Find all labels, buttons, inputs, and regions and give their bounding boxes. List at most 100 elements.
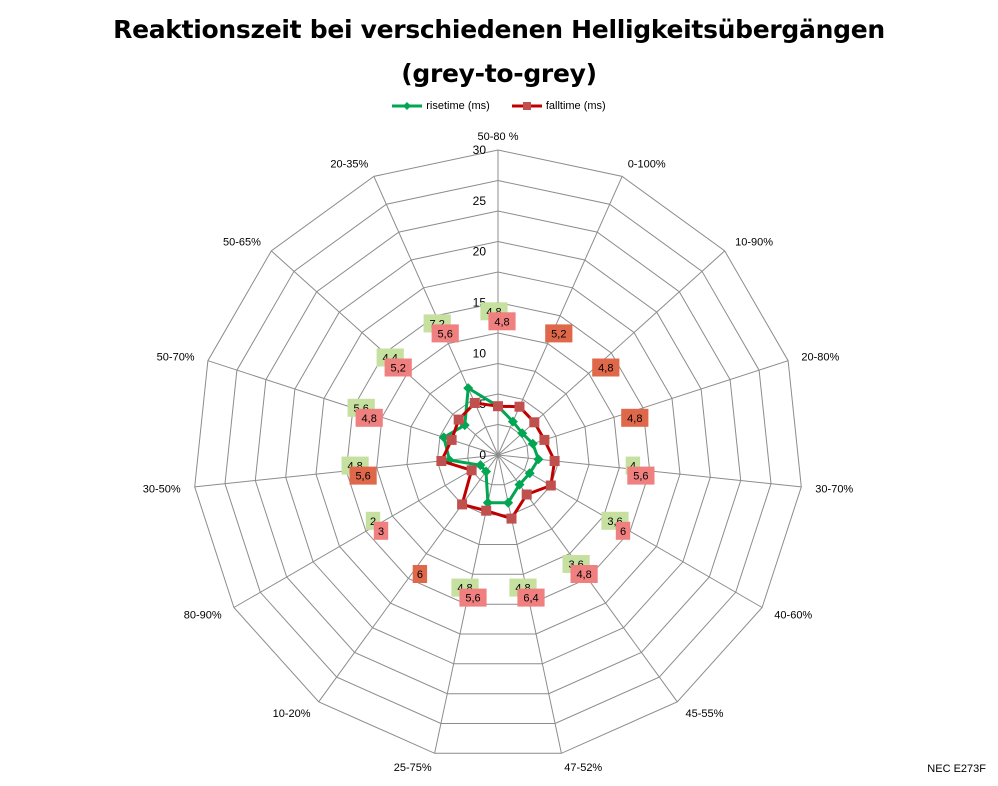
- fall-data-label-bg: [545, 324, 573, 343]
- fall-data-label-bg: [459, 588, 487, 607]
- category-label: 0-100%: [628, 159, 666, 171]
- grid-ring: [254, 210, 742, 695]
- fall-data-label-bg: [384, 358, 412, 377]
- grid-ring: [315, 271, 681, 635]
- category-label: 47-52%: [564, 762, 602, 774]
- rise-data-point: [527, 438, 538, 449]
- grid-spoke: [318, 454, 499, 703]
- rise-data-point: [503, 497, 514, 508]
- fall-data-label-bg: [621, 408, 649, 427]
- fall-data-point: [529, 417, 540, 428]
- fall-data-point: [469, 398, 480, 408]
- chart-title: Reaktionszeit bei verschiedenen Helligke…: [0, 8, 998, 96]
- fall-data-label: 4,8: [362, 413, 377, 425]
- fall-data-point: [549, 456, 560, 466]
- fall-data-label: 5,6: [355, 471, 370, 483]
- grid-ring: [285, 240, 711, 665]
- fall-data-label: 4,8: [598, 363, 613, 375]
- rise-data-point: [475, 460, 486, 471]
- rise-line-marker-icon: [392, 102, 423, 110]
- axis-tick-label: 0: [479, 448, 486, 462]
- fall-data-point: [466, 465, 477, 476]
- fall-data-label: 4,8: [627, 413, 642, 425]
- fall-data-label: 5,6: [633, 471, 648, 483]
- fall-data-label-bg: [412, 565, 428, 583]
- model-credit: NEC E273F: [927, 763, 986, 775]
- grid-spoke: [497, 176, 623, 456]
- legend-label-rise: risetime (ms): [426, 100, 490, 112]
- fall-data-label-bg: [488, 312, 516, 331]
- fall-data-label-bg: [615, 521, 631, 540]
- category-label: 80-90%: [184, 610, 222, 622]
- fall-data-label: 5,6: [438, 328, 453, 340]
- grid-ring: [376, 332, 620, 575]
- category-label: 50-65%: [223, 237, 261, 249]
- rise-data-point: [463, 383, 474, 394]
- fall-data-label: 4,8: [576, 569, 591, 581]
- rise-data-point: [533, 454, 544, 465]
- fall-data-label-bg: [570, 565, 598, 583]
- fall-data-label: 5,2: [551, 328, 566, 340]
- fall-data-point: [446, 434, 457, 445]
- fall-data-label: 6,4: [523, 593, 538, 605]
- category-label: 30-50%: [143, 483, 181, 495]
- fall-data-label-bg: [431, 324, 459, 343]
- rise-data-point: [524, 468, 535, 479]
- grid-ring: [224, 179, 772, 724]
- axis-tick-label: 30: [473, 143, 487, 157]
- fall-data-point: [436, 456, 447, 466]
- category-label: 30-70%: [815, 483, 853, 495]
- axis-tick-label: 25: [473, 194, 487, 208]
- axis-tick-label: 20: [473, 245, 487, 259]
- category-label: 50-70%: [157, 351, 195, 363]
- fall-data-label: 6: [620, 526, 626, 538]
- rise-data-point: [438, 432, 449, 443]
- fall-data-point: [453, 414, 464, 425]
- rise-data-point: [482, 497, 493, 508]
- legend-label-fall: falltime (ms): [545, 100, 606, 112]
- fall-data-point: [514, 401, 525, 412]
- grid-spoke: [233, 454, 499, 608]
- fall-data-label-bg: [373, 521, 389, 540]
- chart-title-line1: Reaktionszeit bei verschiedenen Helligke…: [113, 15, 885, 44]
- category-label: 50-80 %: [478, 131, 519, 143]
- fall-data-label: 6: [417, 569, 423, 581]
- fall-data-label-bg: [355, 408, 383, 427]
- rise-data-point: [517, 428, 528, 439]
- category-label: 10-20%: [273, 708, 311, 720]
- fall-data-label: 4,8: [494, 316, 509, 328]
- fall-data-point: [521, 489, 532, 500]
- fall-data-point: [506, 513, 517, 524]
- rise-data-point: [481, 466, 492, 477]
- fall-data-point: [481, 505, 492, 516]
- grid-ring: [406, 362, 590, 545]
- fall-data-point: [493, 401, 503, 412]
- fall-data-label-bg: [517, 588, 545, 607]
- fall-data-label: 5,6: [465, 593, 480, 605]
- axis-tick-label: 10: [473, 346, 487, 360]
- fall-data-point: [457, 499, 468, 510]
- fall-data-label-bg: [349, 466, 377, 485]
- fall-data-label-bg: [592, 358, 620, 377]
- fall-line-marker-icon: [511, 102, 542, 110]
- category-label: 25-75%: [394, 762, 432, 774]
- category-label: 45-55%: [686, 708, 724, 720]
- grid-ring: [467, 423, 529, 486]
- fall-data-point: [545, 480, 556, 491]
- fall-data-label-bg: [627, 466, 655, 485]
- legend-item-rise[interactable]: risetime (ms): [392, 100, 490, 112]
- fall-series-line: [439, 401, 557, 521]
- fall-data-point: [539, 434, 550, 445]
- legend-item-fall[interactable]: falltime (ms): [511, 100, 606, 112]
- chart-legend: risetime (ms) falltime (ms): [0, 100, 998, 112]
- category-label: 20-80%: [801, 351, 839, 363]
- rise-data-point: [514, 479, 525, 490]
- fall-data-label: 3: [378, 526, 384, 538]
- fall-data-label: 5,2: [391, 363, 406, 375]
- rise-data-point: [507, 416, 518, 427]
- grid-ring: [194, 149, 802, 754]
- grid-ring: [345, 301, 651, 605]
- category-label: 40-60%: [774, 610, 812, 622]
- rise-data-label: 2: [370, 516, 376, 528]
